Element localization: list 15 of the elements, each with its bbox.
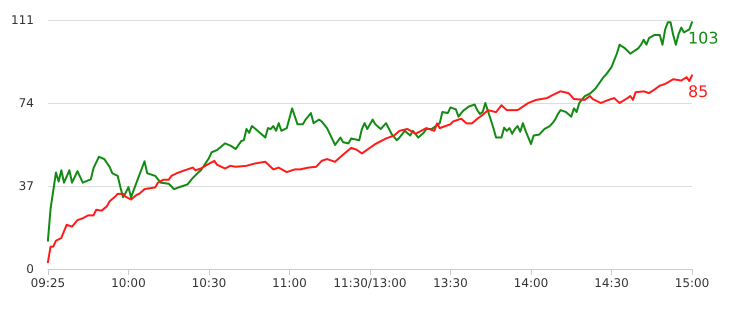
x-tick-label: 10:30 bbox=[192, 276, 226, 290]
x-tick-label: 14:00 bbox=[514, 276, 548, 290]
x-tick-label: 11:30/13:00 bbox=[333, 276, 407, 290]
y-tick-label: 37 bbox=[18, 179, 34, 193]
series-label: 85 bbox=[688, 82, 708, 101]
y-tick-label: 74 bbox=[18, 96, 34, 110]
x-tick-label: 09:25 bbox=[30, 276, 66, 290]
x-tick-label: 13:30 bbox=[433, 276, 468, 290]
y-tick-label: 0 bbox=[26, 262, 34, 276]
x-tick-label: 10:00 bbox=[111, 276, 146, 290]
y-tick-label: 111 bbox=[11, 13, 34, 27]
x-tick-label: 14:30 bbox=[594, 276, 629, 290]
x-tick-label: 15:00 bbox=[674, 276, 710, 290]
x-tick-label: 11:00 bbox=[272, 276, 307, 290]
series-label: 103 bbox=[688, 28, 719, 48]
